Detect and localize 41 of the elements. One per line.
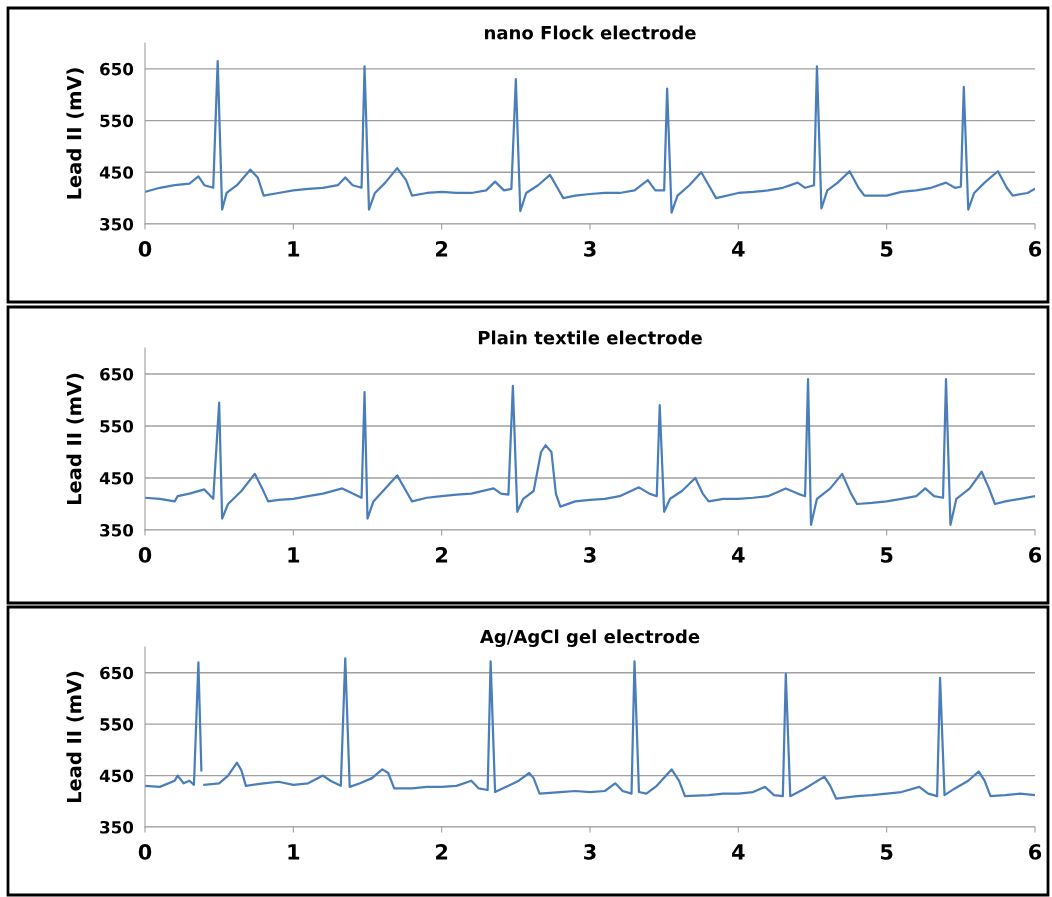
x-tick-label: 6: [1029, 241, 1042, 257]
y-tick-label: 650: [100, 62, 134, 76]
x-tick-label: 6: [1029, 547, 1042, 563]
x-tick-label: 1: [288, 844, 300, 860]
y-tick-label: 550: [100, 114, 134, 128]
y-tick-label: 350: [100, 523, 134, 537]
y-tick-label: 550: [100, 718, 134, 731]
x-tick-label: 5: [881, 844, 893, 860]
line-series: [145, 378, 1035, 526]
x-tick-label: 3: [584, 547, 596, 563]
y-tick-label: 350: [100, 217, 134, 231]
chart-title: Plain textile electrode: [478, 330, 702, 345]
x-tick-label: 2: [436, 547, 448, 563]
x-tick-label: 2: [436, 241, 448, 257]
x-tick-label: 0: [138, 844, 152, 860]
x-tick-label: 4: [732, 241, 745, 257]
x-tick-label: 0: [138, 241, 152, 257]
chart-title: Ag/AgCl gel electrode: [479, 629, 700, 647]
x-tick-label: 3: [584, 844, 596, 860]
x-tick-label: 1: [288, 547, 300, 563]
y-axis-title: Lead II (mV): [66, 373, 84, 505]
y-axis-title: Lead II (mV): [66, 68, 84, 199]
x-tick-label: 4: [732, 844, 745, 860]
x-tick-label: 0: [138, 547, 152, 563]
x-tick-label: 4: [732, 547, 745, 563]
x-tick-label: 2: [436, 844, 448, 860]
x-tick-label: 6: [1029, 844, 1042, 860]
x-tick-label: 1: [288, 241, 300, 257]
chart-title: nano Flock electrode: [485, 25, 696, 40]
y-tick-label: 450: [99, 166, 134, 179]
y-tick-label: 650: [100, 367, 134, 381]
y-tick-label: 550: [100, 419, 134, 433]
y-tick-label: 450: [99, 769, 134, 783]
y-tick-label: 350: [100, 820, 134, 834]
x-tick-label: 3: [584, 241, 596, 257]
x-tick-label: 5: [881, 241, 893, 257]
y-tick-label: 650: [100, 666, 134, 680]
y-axis-title: Lead II (mV): [66, 671, 84, 803]
line-series: [145, 59, 1035, 214]
x-tick-label: 5: [881, 547, 893, 563]
y-tick-label: 450: [99, 471, 134, 485]
